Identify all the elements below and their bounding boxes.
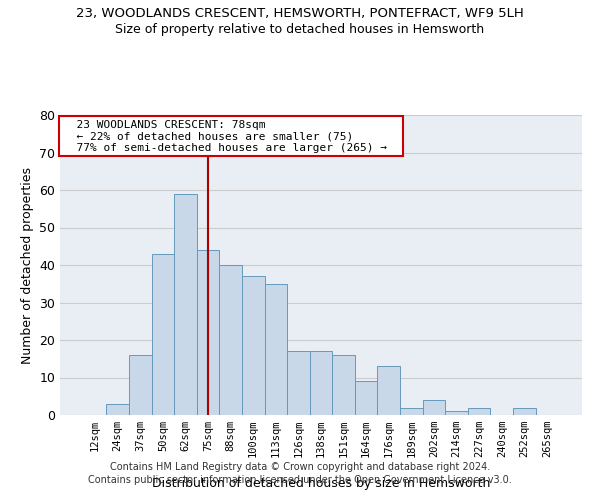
Bar: [174, 194, 197, 415]
Bar: [422, 400, 445, 415]
Text: 23, WOODLANDS CRESCENT, HEMSWORTH, PONTEFRACT, WF9 5LH: 23, WOODLANDS CRESCENT, HEMSWORTH, PONTE…: [76, 8, 524, 20]
Bar: [265, 284, 287, 415]
Bar: [400, 408, 422, 415]
Bar: [468, 408, 490, 415]
Bar: [220, 265, 242, 415]
Text: 23 WOODLANDS CRESCENT: 78sqm
  ← 22% of detached houses are smaller (75)
  77% o: 23 WOODLANDS CRESCENT: 78sqm ← 22% of de…: [62, 120, 400, 152]
Bar: [310, 351, 332, 415]
Bar: [197, 250, 220, 415]
Bar: [445, 411, 468, 415]
Bar: [152, 254, 174, 415]
Bar: [287, 351, 310, 415]
Bar: [106, 404, 129, 415]
Bar: [332, 355, 355, 415]
Bar: [355, 381, 377, 415]
Y-axis label: Number of detached properties: Number of detached properties: [20, 166, 34, 364]
Text: Distribution of detached houses by size in Hemsworth: Distribution of detached houses by size …: [152, 477, 490, 490]
Bar: [377, 366, 400, 415]
Text: Contains public sector information licensed under the Open Government Licence v3: Contains public sector information licen…: [88, 475, 512, 485]
Text: Size of property relative to detached houses in Hemsworth: Size of property relative to detached ho…: [115, 22, 485, 36]
Bar: [513, 408, 536, 415]
Text: Contains HM Land Registry data © Crown copyright and database right 2024.: Contains HM Land Registry data © Crown c…: [110, 462, 490, 472]
Bar: [242, 276, 265, 415]
Bar: [129, 355, 152, 415]
